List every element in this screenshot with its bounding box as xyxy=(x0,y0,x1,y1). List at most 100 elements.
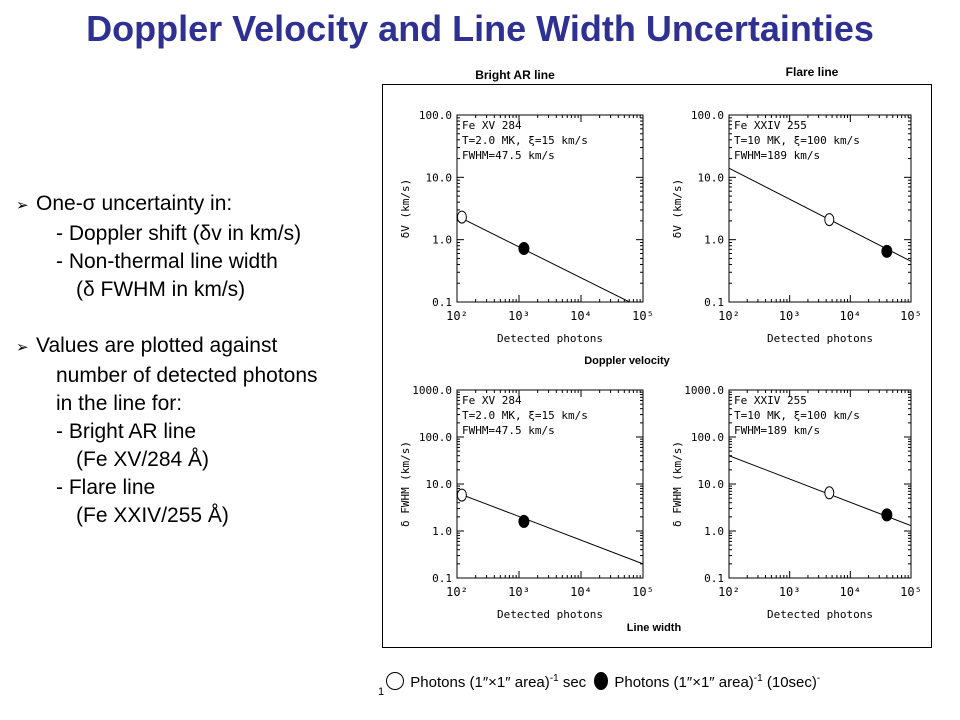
bullet-text: Values are plotted against xyxy=(36,334,278,357)
y-tick-label: 100.0 xyxy=(419,109,452,122)
panel-annotation: FWHM=189 km/s xyxy=(734,424,820,437)
col-label-flare: Flare line xyxy=(786,65,839,79)
panel-annotation: T=2.0 MK, ξ=15 km/s xyxy=(462,409,588,422)
x-tick-label: 10² xyxy=(718,585,740,599)
x-tick-label: 10⁵ xyxy=(632,309,654,323)
panel-annotation: FWHM=189 km/s xyxy=(734,149,820,162)
panel-annotation: T=10 MK, ξ=100 km/s xyxy=(734,409,860,422)
y-tick-label: 100.0 xyxy=(419,431,452,444)
uncertainty-line xyxy=(457,215,631,302)
legend-filled-text: Photons (1″×1″ area) xyxy=(614,674,754,691)
bullet-subline: (δ FWHM in km/s) xyxy=(76,278,246,301)
legend-filled-exp: -1 xyxy=(753,673,763,684)
plot-area-border xyxy=(456,114,644,303)
legend-filled-tail: (10sec) xyxy=(762,674,817,691)
y-axis-label: δV (km/s) xyxy=(399,179,412,239)
legend-open-text: Photons (1″×1″ area) xyxy=(410,674,550,691)
row-label-line-width: Line width xyxy=(627,622,682,634)
x-tick-label: 10⁵ xyxy=(632,585,654,599)
x-axis-label: Detected photons xyxy=(497,332,603,345)
y-tick-label: 0.1 xyxy=(432,296,452,309)
uncertainty-line xyxy=(729,167,911,262)
bullet-text: One-σ uncertainty in: xyxy=(36,192,233,215)
y-tick-label: 10.0 xyxy=(698,171,725,184)
y-tick-label: 0.1 xyxy=(704,572,724,585)
y-tick-label: 10.0 xyxy=(426,478,453,491)
open-circle-icon xyxy=(386,672,405,690)
open-circle-point xyxy=(456,488,467,502)
y-tick-label: 1000.0 xyxy=(412,384,452,397)
y-axis-label: δ FWHM (km/s) xyxy=(671,441,684,527)
bullet-subline: - Non-thermal line width xyxy=(56,250,278,273)
x-tick-label: 10⁴ xyxy=(570,309,592,323)
panel-annotation: T=10 MK, ξ=100 km/s xyxy=(734,134,860,147)
bullet-subline: - Bright AR line xyxy=(56,420,197,443)
filled-circle-icon xyxy=(594,672,609,690)
panel-annotation: T=2.0 MK, ξ=15 km/s xyxy=(462,134,588,147)
x-tick-label: 10³ xyxy=(508,585,530,599)
panel-annotation: Fe XXIV 255 xyxy=(734,394,807,407)
legend: 1 Photons (1″×1″ area)-1 sec Photons (1″… xyxy=(378,672,960,698)
legend-filled-tail-exp: - xyxy=(816,673,821,684)
x-tick-label: 10⁴ xyxy=(570,585,592,599)
y-tick-label: 1.0 xyxy=(704,525,724,538)
bullet-list: ➢ One-σ uncertainty in: - Doppler shift … xyxy=(16,190,396,530)
y-tick-label: 1.0 xyxy=(704,234,724,247)
x-tick-label: 10⁴ xyxy=(839,309,861,323)
legend-index: 1 xyxy=(378,686,385,698)
y-tick-label: 100.0 xyxy=(691,431,724,444)
bullet-continuation: in the line for: xyxy=(56,392,183,415)
x-tick-label: 10³ xyxy=(779,585,801,599)
bullet-subline: - Flare line xyxy=(56,476,156,499)
row-label-doppler-velocity: Doppler velocity xyxy=(584,355,670,367)
x-tick-label: 10² xyxy=(446,309,468,323)
slide-title: Doppler Velocity and Line Width Uncertai… xyxy=(86,8,874,49)
x-tick-label: 10² xyxy=(718,309,740,323)
bullet-subline: (Fe XXIV/255 Å) xyxy=(76,504,229,527)
y-tick-label: 10.0 xyxy=(698,478,725,491)
bullet-item: ➢ Values are plotted against xyxy=(16,332,396,362)
y-axis-label: δ FWHM (km/s) xyxy=(399,441,412,527)
figure-frame xyxy=(382,84,932,648)
bullet-subline: (Fe XV/284 Å) xyxy=(76,448,210,471)
filled-circle-point xyxy=(518,242,530,256)
y-tick-label: 1.0 xyxy=(432,525,452,538)
open-circle-point xyxy=(456,210,467,224)
panel-annotation: FWHM=47.5 km/s xyxy=(462,424,555,437)
x-tick-label: 10³ xyxy=(779,309,801,323)
x-tick-label: 10⁵ xyxy=(900,585,922,599)
arrow-bullet-icon: ➢ xyxy=(16,197,29,214)
uncertainty-line xyxy=(457,492,643,565)
y-tick-label: 100.0 xyxy=(691,109,724,122)
y-tick-label: 1000.0 xyxy=(684,384,724,397)
x-tick-label: 10³ xyxy=(508,309,530,323)
filled-circle-point xyxy=(881,508,893,522)
filled-circle-point xyxy=(881,244,893,258)
arrow-bullet-icon: ➢ xyxy=(16,339,29,356)
open-circle-point xyxy=(824,486,835,500)
uncertainty-line xyxy=(729,455,911,527)
legend-open-tail: sec xyxy=(558,674,587,691)
x-tick-label: 10⁴ xyxy=(839,585,861,599)
bullet-item: ➢ One-σ uncertainty in: xyxy=(16,190,396,220)
panel-annotation: FWHM=47.5 km/s xyxy=(462,149,555,162)
x-tick-label: 10⁵ xyxy=(900,309,922,323)
bullet-subline: - Doppler shift (δv in km/s) xyxy=(56,222,302,245)
x-axis-label: Detected photons xyxy=(497,608,603,621)
x-axis-label: Detected photons xyxy=(767,608,873,621)
y-tick-label: 0.1 xyxy=(432,572,452,585)
y-tick-label: 0.1 xyxy=(704,296,724,309)
bullet-continuation: number of detected photons xyxy=(56,364,318,387)
open-circle-point xyxy=(824,213,835,227)
col-label-bright-ar: Bright AR line xyxy=(475,68,555,82)
y-tick-label: 1.0 xyxy=(432,234,452,247)
x-tick-label: 10² xyxy=(446,585,468,599)
filled-circle-point xyxy=(518,514,530,528)
y-tick-label: 10.0 xyxy=(426,171,453,184)
legend-open-exp: -1 xyxy=(549,673,559,684)
panel-annotation: Fe XV 284 xyxy=(462,119,522,132)
plot-area-border xyxy=(728,114,912,303)
panel-annotation: Fe XV 284 xyxy=(462,394,522,407)
y-axis-label: δV (km/s) xyxy=(671,179,684,239)
